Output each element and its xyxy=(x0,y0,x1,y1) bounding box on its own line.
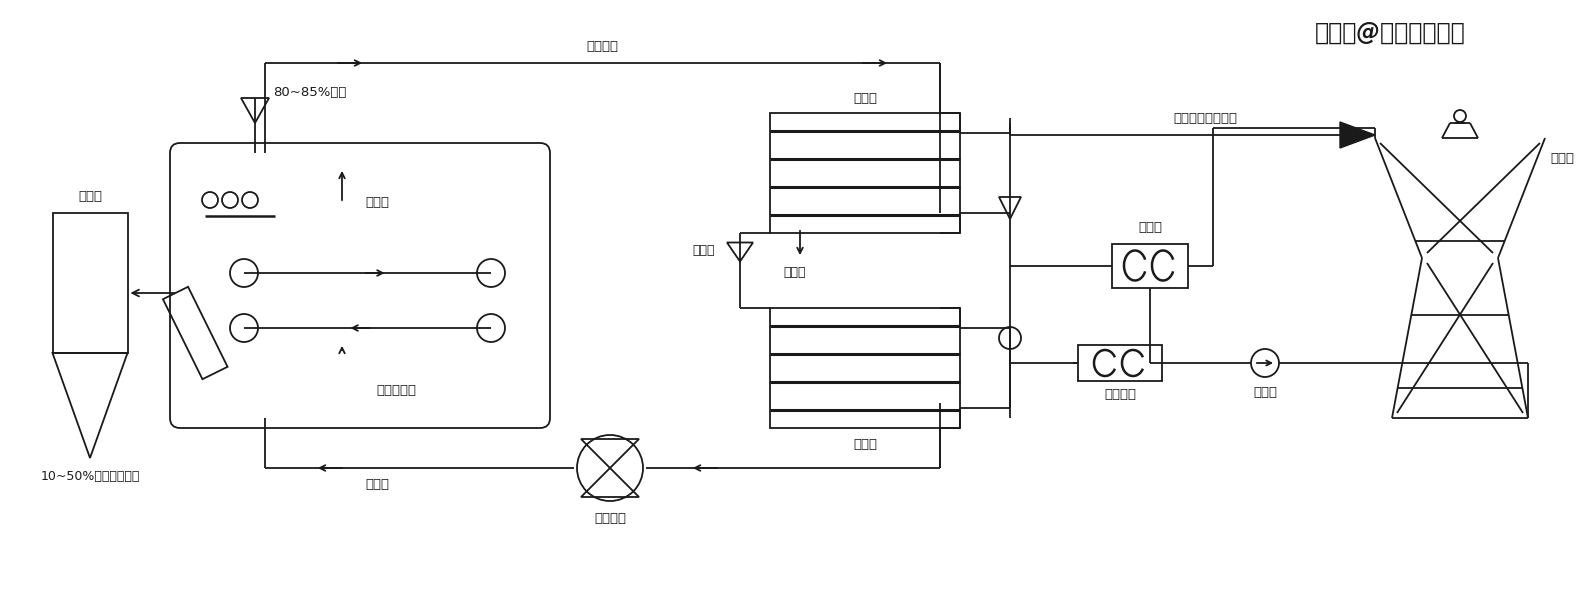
Text: 蒸发器: 蒸发器 xyxy=(853,92,876,106)
Text: 冷凝水排至污水池: 冷凝水排至污水池 xyxy=(1172,113,1237,125)
Text: 冷凝水: 冷凝水 xyxy=(783,267,807,280)
Text: 搜狐号@威凌菲斯科技: 搜狐号@威凌菲斯科技 xyxy=(1315,21,1465,45)
Text: 压缩机: 压缩机 xyxy=(1137,221,1163,234)
Text: 80~85%湿泥: 80~85%湿泥 xyxy=(274,86,346,99)
Text: 干料仓: 干料仓 xyxy=(78,191,101,203)
Text: 成型机: 成型机 xyxy=(365,197,389,209)
Text: 空气循环: 空气循环 xyxy=(587,40,619,54)
Text: 冷却塔: 冷却塔 xyxy=(1550,151,1574,165)
Polygon shape xyxy=(1340,122,1375,148)
Text: 热空气: 热空气 xyxy=(365,478,389,490)
Text: 10~50%干泥（可调）: 10~50%干泥（可调） xyxy=(40,470,139,482)
Text: 冷却泵: 冷却泵 xyxy=(1253,387,1277,400)
Text: 带式干燥器: 带式干燥器 xyxy=(377,384,416,397)
Text: 循环风机: 循环风机 xyxy=(593,513,626,525)
Text: 水冷凝器: 水冷凝器 xyxy=(1104,388,1136,402)
Text: 膨胀阀: 膨胀阀 xyxy=(693,244,715,257)
Text: 冷凝器: 冷凝器 xyxy=(853,438,876,450)
